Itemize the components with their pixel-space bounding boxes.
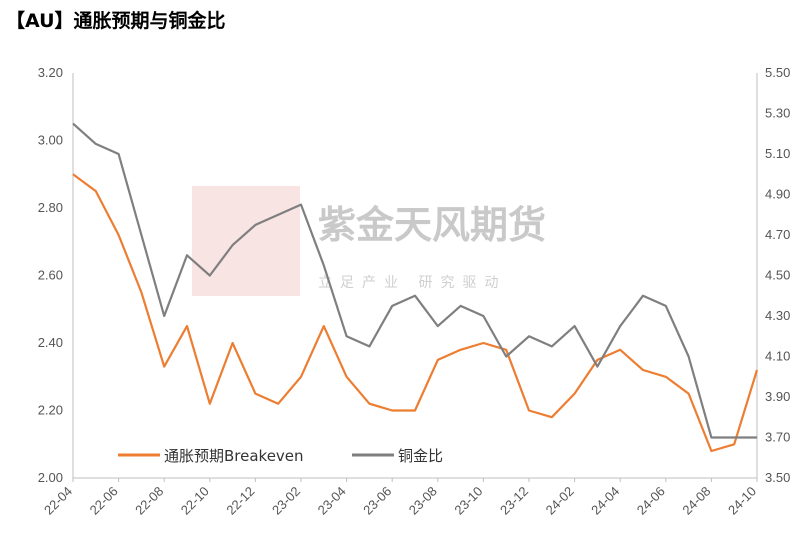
watermark-slogan: 立足产业 研究驱动	[318, 275, 506, 291]
x-tick-label: 23-12	[497, 484, 531, 518]
x-tick-label: 24-10	[725, 484, 759, 518]
legend: 通胀预期Breakeven 铜金比	[118, 447, 443, 465]
x-tick-label: 24-08	[679, 484, 713, 518]
y-left-tick-label: 2.60	[38, 268, 63, 283]
watermark-seal-icon	[192, 186, 300, 296]
legend-label-copper-gold: 铜金比	[398, 447, 443, 465]
y-right-tick-label: 5.10	[765, 146, 790, 161]
x-tick-label: 23-06	[360, 484, 394, 518]
x-tick-label: 24-02	[543, 484, 577, 518]
watermark: 紫金天风期货 立足产业 研究驱动	[192, 186, 546, 296]
x-tick-label: 23-10	[451, 484, 485, 518]
y-right-tick-label: 3.70	[765, 430, 790, 445]
x-tick-label: 22-04	[41, 484, 75, 518]
legend-label-breakeven: 通胀预期Breakeven	[164, 447, 304, 465]
y-right-tick-label: 4.30	[765, 308, 790, 323]
x-tick-label: 23-08	[406, 484, 440, 518]
y-right-tick-label: 3.50	[765, 470, 790, 485]
y-left-tick-label: 2.00	[38, 470, 63, 485]
y-left-tick-label: 2.20	[38, 403, 63, 418]
x-tick-label: 22-06	[87, 484, 121, 518]
watermark-logo-text: 紫金天风期货	[318, 203, 546, 247]
x-tick-label: 23-04	[315, 484, 349, 518]
x-tick-label: 22-12	[223, 484, 257, 518]
y-left-tick-label: 2.40	[38, 335, 63, 350]
x-tick-label: 23-02	[269, 484, 303, 518]
y-left-tick-label: 3.20	[38, 65, 63, 80]
series-layer	[72, 122, 759, 453]
y-left-tick-label: 3.00	[38, 133, 63, 148]
x-tick-label: 24-06	[634, 484, 668, 518]
y-right-tick-label: 4.10	[765, 349, 790, 364]
x-tick-label: 22-10	[178, 484, 212, 518]
y-right-tick-label: 5.30	[765, 106, 790, 121]
y-right-tick-label: 4.90	[765, 187, 790, 202]
x-tick-label: 24-04	[588, 484, 622, 518]
y-left-tick-label: 2.80	[38, 200, 63, 215]
y-right-tick-label: 4.70	[765, 227, 790, 242]
y-right-tick-label: 5.50	[765, 65, 790, 80]
y-right-tick-label: 4.50	[765, 268, 790, 283]
x-tick-label: 22-08	[132, 484, 166, 518]
y-right-tick-label: 3.90	[765, 389, 790, 404]
chart-title: 【AU】通胀预期与铜金比	[6, 10, 226, 32]
